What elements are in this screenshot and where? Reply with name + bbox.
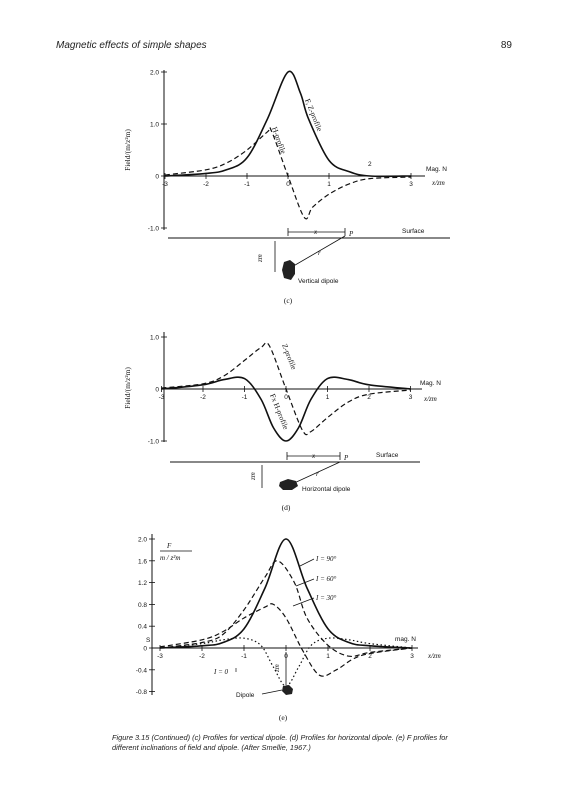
panel-c-zm-label: zm: [256, 254, 264, 263]
panel-d-zm-label: zm: [249, 472, 257, 481]
panel-d-xtick-label: -3: [159, 394, 165, 401]
running-header: Magnetic effects of simple shapes: [56, 40, 207, 51]
panel-d-p-label: P: [343, 454, 349, 462]
panel-c-ytick-label: 1.0: [150, 122, 159, 129]
panel-e-ylabel-bottom: m / z²m: [160, 554, 180, 562]
panel-d-xtick-label: 3: [409, 394, 413, 401]
panel-e-ylabel-top: F: [166, 542, 172, 550]
panel-c-x-label: x: [313, 228, 318, 236]
panel-e-legend-leader: [299, 558, 315, 567]
panel-e-legend-label: I = 60°: [315, 575, 337, 583]
panel-c-dipole-body: [282, 260, 295, 280]
panel-e-label: (e): [279, 713, 288, 722]
panel-c-xtick-label: -1: [244, 181, 250, 188]
panel-d-xtick-label: -1: [242, 394, 248, 401]
panel-d-label-z-profile: Z-profile: [280, 342, 299, 371]
panel-d-ytick-label: -1.0: [148, 439, 160, 446]
panel-d-series-1-line: [161, 342, 411, 436]
panel-e-legend-leader: [292, 597, 315, 607]
panel-d-xtick-label: -2: [200, 394, 206, 401]
panel-e-xtick-label: -3: [157, 653, 163, 660]
panel-d-surface-label: Surface: [376, 452, 399, 459]
panel-e-xlabel: x/zm: [427, 652, 441, 660]
panel-d-dipole-label: Horizontal dipole: [302, 486, 351, 493]
panel-c: 2.0 1.0 0 -1.0 -3 -2 -1 0 1 3 Field/(m/z²m) x/zm…: [123, 70, 450, 305]
panel-c-p-label: P: [348, 230, 354, 238]
panel-c-xtick-label: 1: [327, 181, 331, 188]
panel-e-series-3-line: [159, 603, 413, 677]
panel-d-xtick-label: 0: [284, 394, 288, 401]
panel-d-xtick-label: 1: [326, 394, 330, 401]
panel-c-ytick-label: 0: [155, 174, 159, 181]
panel-e-series-1-line: [159, 538, 413, 649]
panel-d-xlabel: x/zm: [423, 395, 437, 403]
panel-d-mag-n: Mag. N: [420, 380, 441, 387]
panel-c-xlabel: x/zm: [431, 179, 445, 187]
panel-e-ytick-label: 1.2: [138, 580, 147, 587]
panel-d-r-label: r: [316, 470, 319, 478]
panel-c-surface-label: Surface: [402, 228, 425, 235]
panel-c-dipole-label: Vertical dipole: [298, 278, 339, 285]
panel-c-ylabel: Field/(m/z²m): [123, 129, 132, 171]
panel-e-legend-leader: [295, 578, 315, 587]
panel-e-xtick-label: 3: [410, 653, 414, 660]
panel-e-legend-label: I = 0: [213, 668, 229, 676]
panel-c-mag-n: Mag. N: [426, 166, 447, 173]
panel-c-ytick-label: 2.0: [150, 70, 159, 77]
panel-e-ytick-label: 0.8: [138, 602, 147, 609]
panel-c-label-h-profile: H-profile: [270, 126, 288, 156]
panel-d-dipole-body: [279, 479, 298, 490]
panel-c-z-label: 2: [368, 161, 372, 168]
panel-c-series-2-line: [164, 126, 412, 220]
panel-c-xtick-label: -2: [203, 181, 209, 188]
panel-c-series-1-line: [164, 70, 412, 178]
panel-e-mag-n: mag. N: [395, 636, 416, 643]
panel-e-zm-label: zm: [273, 664, 281, 673]
panel-e-ytick-label: 0.4: [138, 624, 147, 631]
panel-e-dipole-label: Dipole: [236, 692, 255, 699]
panel-c-r-label: r: [318, 249, 321, 257]
panel-d: 1.0 0 -1.0 -3 -2 -1 0 1 2 3 Field/(m/z²m) x/zm M…: [123, 332, 441, 512]
panel-c-ytick-label: -1.0: [148, 226, 160, 233]
panel-e-ytick-label: -0.8: [136, 689, 148, 696]
panel-e-dipole-body: [282, 685, 293, 695]
panel-e-xtick-label: 1: [326, 653, 330, 660]
panel-e-legend-label: I = 30°: [315, 594, 337, 602]
panel-d-ylabel: Field/(m/z²m): [123, 367, 132, 409]
panel-c-xtick-label: 0: [286, 181, 290, 188]
panel-e-ytick-label: -0.4: [136, 667, 148, 674]
page-number: 89: [500, 40, 512, 51]
panel-c-label: (c): [284, 296, 293, 305]
panel-c-xtick-label: 3: [409, 181, 413, 188]
panel-e-legend-label: I = 90°: [315, 555, 337, 563]
panel-c-xtick-label: -3: [162, 181, 168, 188]
panel-e-xtick-label: -1: [241, 653, 247, 660]
panel-e-ytick-label: 2.0: [138, 537, 147, 544]
panel-e-ytick-label: 1.6: [138, 558, 147, 565]
panel-d-ytick-label: 1.0: [150, 335, 159, 342]
panel-e-s-label: S: [146, 637, 151, 644]
panel-d-label: (d): [282, 503, 291, 512]
panel-e-series-2-line: [159, 560, 413, 658]
panel-d-xtick-label: 2: [367, 394, 371, 401]
figure-caption: Figure 3.15 (Continued) (c) Profiles for…: [112, 733, 448, 752]
panel-d-x-label: x: [311, 452, 316, 460]
panel-d-series-2-line: [161, 376, 411, 442]
panel-e-xtick-label: -2: [199, 653, 205, 660]
panel-d-ytick-label: 0: [155, 387, 159, 394]
panel-e-xtick-label: 2: [368, 653, 372, 660]
panel-c-r-line: [289, 235, 346, 269]
panel-e-ytick-label: 0: [143, 646, 147, 653]
